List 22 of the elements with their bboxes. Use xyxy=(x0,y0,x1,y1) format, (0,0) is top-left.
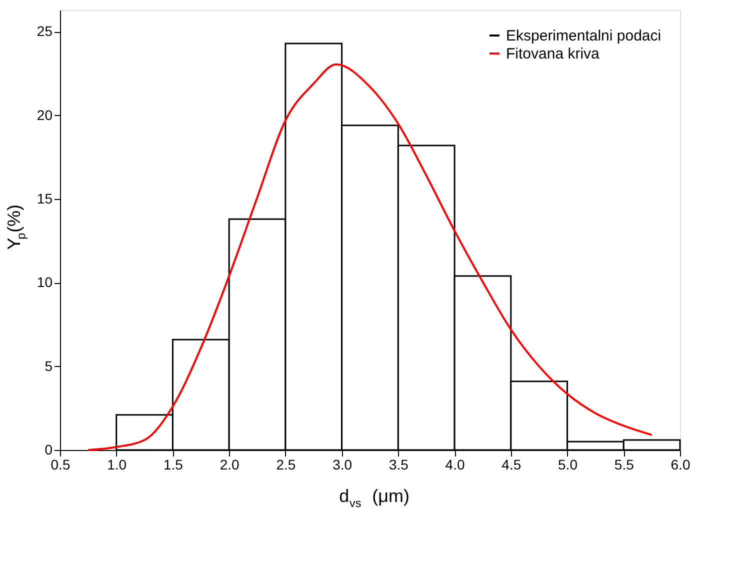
x-tick-label: 1.5 xyxy=(163,456,184,472)
y-tick-label: 25 xyxy=(36,23,53,40)
y-tick-label: 10 xyxy=(36,274,53,290)
x-tick-label: 4.5 xyxy=(502,456,522,472)
x-tick-label: 3.5 xyxy=(388,456,409,472)
y-axis-title: Yp(%) xyxy=(4,204,28,250)
legend-label: Eksperimentalni podaci xyxy=(506,28,662,44)
x-tick-label: 2.5 xyxy=(276,456,296,472)
y-tick-label: 15 xyxy=(36,190,53,207)
legend-label: Fitovana kriva xyxy=(506,46,600,62)
x-tick-label: 0.5 xyxy=(50,456,70,472)
x-tick-label: 5.0 xyxy=(558,456,578,472)
y-tick-label: 20 xyxy=(36,106,53,123)
x-tick-label: 2.0 xyxy=(220,456,240,472)
line-series xyxy=(87,63,653,451)
y-tick-label: 5 xyxy=(44,358,53,374)
x-tick-label: 4.0 xyxy=(445,456,465,472)
y-tick-label: 0 xyxy=(44,442,53,458)
x-tick-label: 1.0 xyxy=(107,456,127,472)
x-tick-label: 5.5 xyxy=(614,456,634,472)
x-tick-label: 6.0 xyxy=(670,456,690,472)
x-tick-label: 3.0 xyxy=(332,456,352,472)
